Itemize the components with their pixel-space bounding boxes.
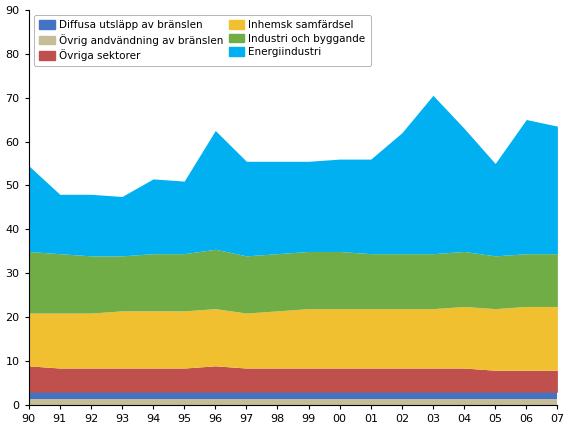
Legend: Diffusa utsläpp av bränslen, Övrig andvändning av bränslen, Övriga sektorer, Inh: Diffusa utsläpp av bränslen, Övrig andvä… xyxy=(34,15,371,66)
